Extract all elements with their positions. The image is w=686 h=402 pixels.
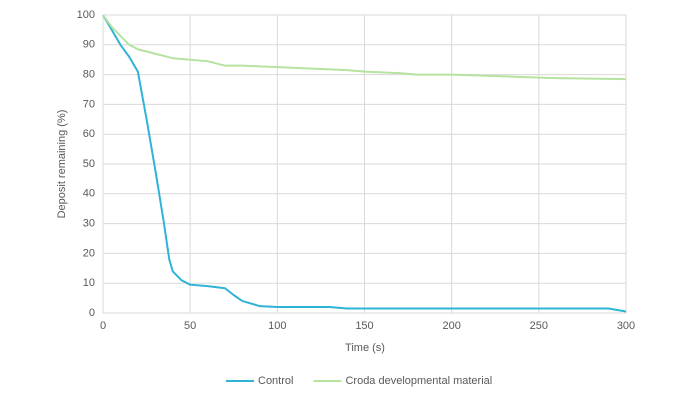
y-tick-label: 90 bbox=[83, 39, 95, 51]
x-tick-label: 0 bbox=[100, 320, 106, 332]
y-tick-label: 100 bbox=[77, 9, 95, 21]
x-axis-label: Time (s) bbox=[345, 342, 385, 354]
y-tick-label: 60 bbox=[83, 128, 95, 140]
legend-label: Control bbox=[258, 375, 293, 387]
data-line bbox=[102, 14, 627, 81]
y-tick-label: 30 bbox=[83, 218, 95, 230]
y-tick-label: 0 bbox=[89, 307, 95, 319]
y-tick-label: 80 bbox=[83, 69, 95, 81]
x-tick-label: 50 bbox=[184, 320, 196, 332]
y-tick-label: 10 bbox=[83, 277, 95, 289]
y-tick-label: 20 bbox=[83, 247, 95, 259]
x-tick-label: 300 bbox=[617, 320, 635, 332]
data-line bbox=[102, 14, 627, 313]
x-tick-label: 250 bbox=[530, 320, 548, 332]
x-tick-label: 100 bbox=[268, 320, 286, 332]
y-tick-label: 50 bbox=[83, 158, 95, 170]
y-tick-label: 40 bbox=[83, 188, 95, 200]
x-tick-label: 200 bbox=[442, 320, 460, 332]
legend-label: Croda developmental material bbox=[345, 375, 492, 387]
y-axis-label: Deposit remaining (%) bbox=[56, 110, 68, 219]
x-tick-label: 150 bbox=[355, 320, 373, 332]
y-tick-label: 70 bbox=[83, 98, 95, 110]
